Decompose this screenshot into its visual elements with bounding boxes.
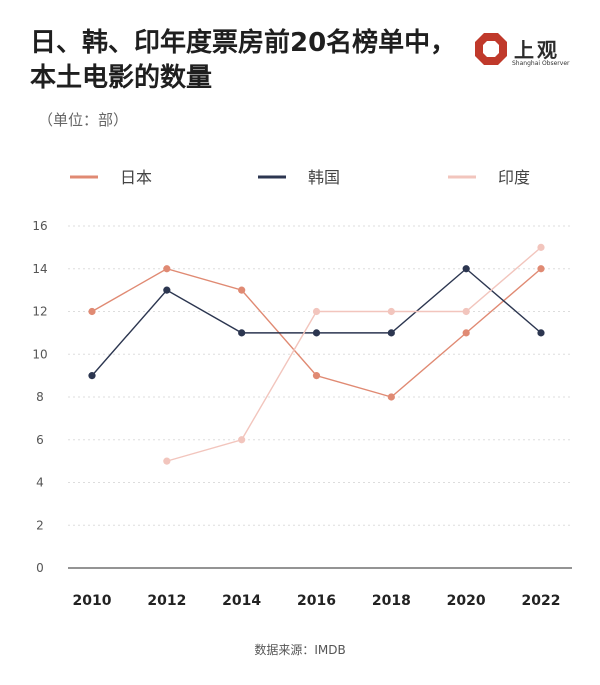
chart-title: 日、韩、印年度票房前20名榜单中，本土电影的数量 [30, 28, 457, 93]
data-point [387, 307, 395, 316]
data-point [238, 436, 246, 444]
data-point [462, 265, 470, 273]
x-tick-label: 2020 [447, 593, 486, 609]
data-point [88, 307, 96, 316]
x-tick-label: 2018 [372, 593, 411, 609]
logo-name-cn: 上观 [514, 38, 560, 62]
y-tick-label: 6 [36, 433, 44, 447]
data-source: 数据来源：IMDB [254, 643, 346, 657]
y-tick-label: 10 [32, 347, 47, 361]
data-point [312, 307, 321, 316]
legend-label: 印度 [498, 168, 530, 187]
y-tick-label: 14 [32, 262, 47, 276]
data-point [312, 329, 321, 337]
data-point [238, 329, 246, 337]
series-line [166, 246, 542, 462]
series-line [91, 267, 542, 377]
legend-label: 韩国 [308, 168, 340, 187]
line-chart: 日本 韩国 印度 0 2 4 6 8 10 12 14 16 2010 2012 2014 2016 2018 2… [32, 168, 572, 609]
y-tick-label: 8 [36, 390, 44, 404]
shanghai-observer-logo: 上观 Shanghai Observer [474, 32, 574, 72]
unit-label: （单位：部） [38, 111, 129, 129]
data-point [312, 372, 321, 380]
y-tick-label: 4 [36, 476, 44, 490]
y-tick-label: 0 [36, 561, 44, 575]
y-tick-label: 16 [32, 219, 47, 233]
legend-label: 日本 [120, 168, 152, 187]
x-tick-label: 2012 [147, 593, 186, 609]
data-point [163, 286, 171, 294]
data-point [537, 243, 545, 251]
y-tick-label: 2 [36, 518, 44, 532]
x-tick-label: 2010 [73, 593, 112, 609]
logo-name-en: Shanghai Observer [512, 60, 570, 67]
data-point [238, 286, 246, 294]
y-tick-label: 12 [32, 305, 47, 319]
data-point [537, 329, 545, 337]
octagon-logo-icon [475, 33, 507, 65]
data-point [88, 372, 96, 380]
data-point [387, 329, 395, 337]
x-tick-label: 2016 [297, 593, 336, 609]
x-tick-label: 2014 [222, 593, 261, 609]
data-point [462, 329, 470, 337]
data-point [462, 307, 470, 316]
data-point [387, 393, 395, 401]
data-point [163, 265, 171, 273]
x-tick-label: 2022 [522, 593, 561, 609]
data-point [163, 457, 171, 465]
data-point [537, 265, 545, 273]
